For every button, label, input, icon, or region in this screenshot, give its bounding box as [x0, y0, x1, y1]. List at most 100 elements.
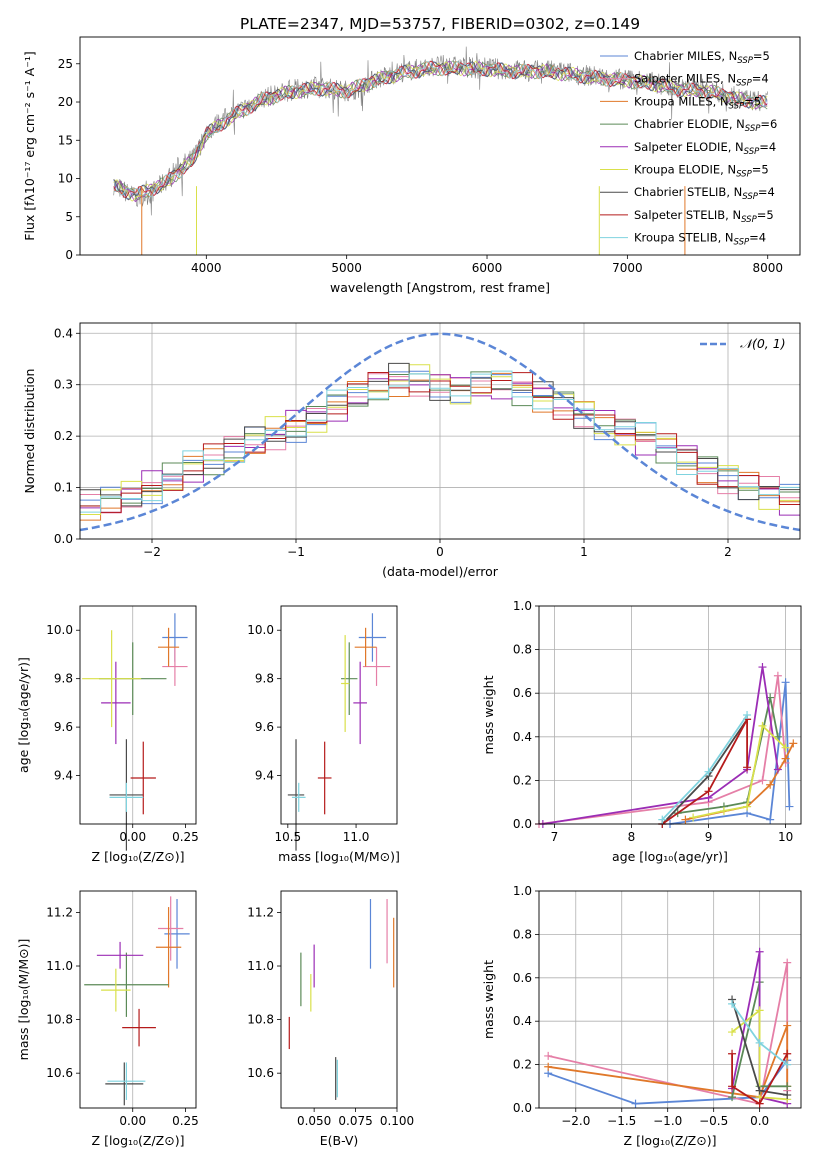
y-axis-label: mass weight [481, 675, 496, 754]
legend-entry: 𝒩(0, 1) [740, 336, 786, 351]
plus-marker [743, 763, 752, 772]
plus-marker [704, 787, 713, 796]
plus-marker [658, 815, 667, 824]
legend-entry: Salpeter MILES, NSSP=4 [634, 72, 769, 89]
model-spectrum-line [113, 61, 768, 201]
plus-marker [743, 711, 752, 719]
legend-entry: Salpeter STELIB, NSSP=5 [634, 208, 774, 225]
error-bar-point [353, 661, 367, 745]
x-axis-label: Z [log₁₀(Z/Z⊙)] [92, 849, 185, 864]
y-tick-label: 20 [58, 95, 73, 109]
legend-nssp-value: =5 [752, 163, 769, 177]
plot-area [287, 613, 391, 851]
legend-nssp-value: =4 [752, 72, 769, 86]
error-bar-point [107, 1062, 146, 1100]
y-tick-label: 11.0 [247, 959, 274, 973]
plus-marker [783, 1082, 792, 1091]
y-tick-label: 0 [65, 248, 73, 262]
x-tick-label: −1.5 [607, 1114, 636, 1128]
figure-title: PLATE=2347, MJD=53757, FIBERID=0302, z=0… [240, 15, 640, 33]
plus-marker [783, 1060, 792, 1069]
y-tick-label: 0.0 [513, 817, 532, 831]
y-tick-label: 5 [65, 210, 73, 224]
mass-weight-line [731, 1053, 788, 1105]
plus-marker [781, 754, 790, 763]
axes-frame [538, 890, 802, 1109]
legend-model-name: Salpeter MILES, N [634, 72, 736, 86]
x-tick-label: 0.00 [119, 830, 146, 844]
x-tick-label: 0.075 [338, 1114, 372, 1128]
x-tick-label: −0.5 [699, 1114, 728, 1128]
plot-area [544, 947, 792, 1108]
plus-marker [758, 721, 767, 730]
plus-marker [758, 663, 767, 672]
x-tick-label: −2 [143, 545, 161, 559]
y-tick-label: 0.6 [513, 686, 532, 700]
y-tick-label: 9.4 [255, 769, 274, 783]
y-tick-label: 1.0 [513, 884, 532, 898]
legend-entry: Chabrier MILES, NSSP=5 [634, 49, 770, 66]
axes-frame [79, 605, 197, 825]
plus-marker [755, 1099, 764, 1108]
error-bar-point [109, 782, 144, 812]
plus-marker [773, 671, 782, 680]
panels: 4000 5000 6000 7000 80000510152025wavelength… [16, 36, 802, 1148]
x-axis-label: age [log₁₀(age/yr)] [612, 849, 728, 864]
legend-entry: Salpeter ELODIE, NSSP=4 [634, 140, 776, 157]
legend-subscript: SSP [736, 170, 752, 180]
plot-area [535, 663, 798, 828]
legend-model-name: Kroupa MILES, N [634, 94, 729, 108]
plus-marker [681, 815, 690, 824]
y-axis-label: age [log₁₀(age/yr)] [16, 657, 31, 773]
y-tick-label: 11.2 [46, 905, 73, 919]
y-tick-label: 0.3 [54, 378, 73, 392]
y-tick-label: 0.0 [513, 1101, 532, 1115]
error-bar-point [291, 782, 306, 812]
x-tick-label: 0 [436, 545, 444, 559]
y-tick-label: 9.4 [54, 769, 73, 783]
x-tick-label: 7000 [612, 261, 643, 275]
y-axis-label: mass weight [481, 960, 496, 1039]
x-axis-label: Z [log₁₀(Z/Z⊙)] [92, 1133, 185, 1148]
plus-marker [689, 813, 698, 822]
model-spectrum-line [113, 60, 768, 198]
x-tick-label: 8 [628, 830, 636, 844]
legend-nssp-value: =5 [757, 208, 774, 222]
error-bar-point [84, 952, 169, 1017]
error-bar-point [162, 647, 188, 686]
x-tick-label: 1 [580, 545, 588, 559]
x-tick-label: 7 [551, 830, 559, 844]
x-tick-label: −2.0 [561, 1114, 590, 1128]
legend-nssp-value: =4 [749, 231, 766, 245]
x-axis-label: mass [log₁₀(M/M⊙)] [278, 849, 400, 864]
y-tick-label: 9.8 [54, 672, 73, 686]
error-bar-point [122, 1008, 156, 1047]
x-tick-label: 0.0 [750, 1114, 769, 1128]
panel-residuals: −2 −1 0 1 2 0.0 0.1 0.2 0.3 0.4 (data-model)/error… [22, 322, 801, 579]
plus-marker [728, 999, 737, 1008]
legend-subscript: SSP [729, 101, 745, 111]
panel-weight-vs-Z: −2.0 −1.5 −1.0 −0.5 0.0 0.0 0.2 0.4 0.6 0.8 1.0 Z [… [481, 884, 802, 1148]
plus-marker [631, 1099, 640, 1108]
plus-marker [728, 1028, 737, 1037]
x-tick-label: 11.0 [343, 830, 370, 844]
plus-marker [783, 1021, 792, 1030]
legend-subscript: SSP [742, 192, 758, 202]
x-tick-label: 9 [705, 830, 713, 844]
plus-marker [783, 1090, 792, 1099]
legend-model-name: Kroupa STELIB, N [634, 231, 734, 245]
error-bar-point [101, 661, 131, 745]
panel-age-vs-Z: 0.00 0.25 9.4 9.6 9.8 10.0 Z [log₁₀(Z/Z⊙)] age … [16, 605, 199, 864]
y-tick-label: 0.0 [54, 532, 73, 546]
panel-age-vs-mass: 10.5 11.0 9.4 9.6 9.8 10.0 mass [log₁₀(M/M⊙)] [247, 605, 400, 864]
model-spectrum-line [113, 60, 768, 199]
plus-marker [544, 1062, 553, 1071]
plus-marker [728, 1049, 737, 1058]
axes-frame [79, 890, 197, 1109]
x-tick-label: 0.050 [297, 1114, 331, 1128]
error-bar-point [158, 896, 184, 961]
plus-marker [728, 1082, 737, 1091]
x-tick-label: 5000 [331, 261, 362, 275]
